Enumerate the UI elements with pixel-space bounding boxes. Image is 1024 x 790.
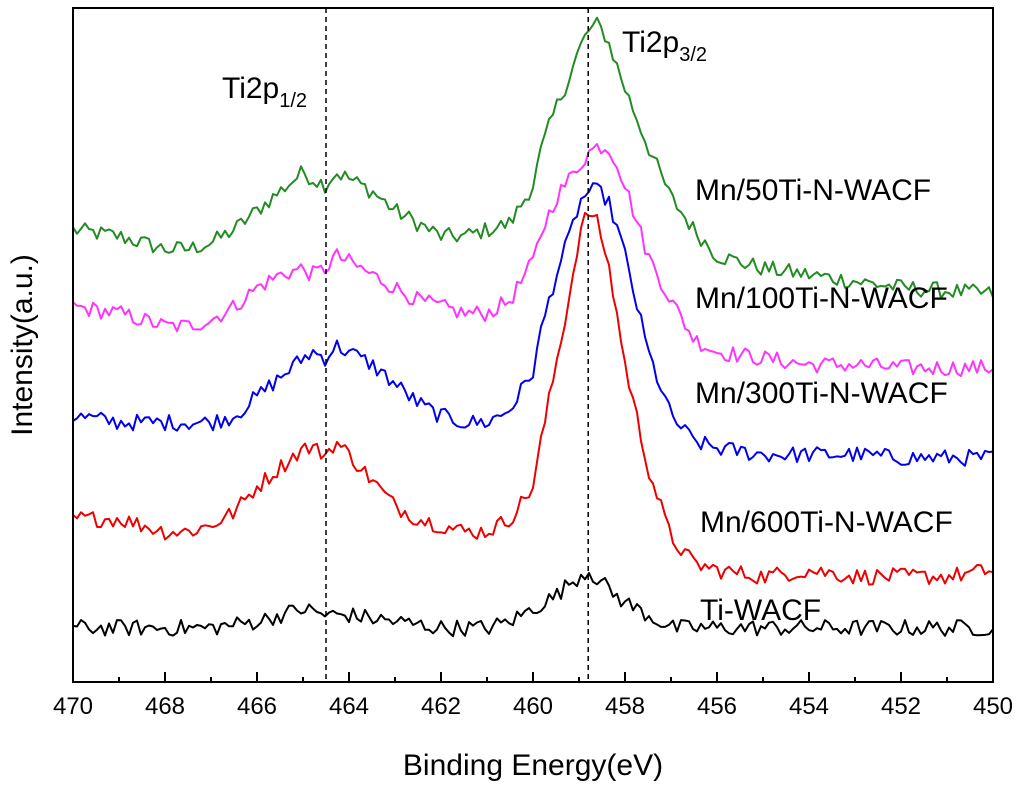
x-tick-label: 458 [605,693,645,720]
x-tick-label: 468 [145,693,185,720]
series-label-mn-50ti-n-wacf: Mn/50Ti-N-WACF [695,174,931,207]
x-tick-label: 456 [697,693,737,720]
reference-lines [325,8,589,682]
x-tick-label: 462 [421,693,461,720]
x-tick-label: 466 [237,693,277,720]
series-layer [72,16,994,638]
series-line-mn-600ti-n-wacf [72,211,994,586]
series-label-ti-wacf: Ti-WACF [700,594,821,627]
y-axis-title: Intensity(a.u.) [6,254,39,436]
plot-frame [72,7,994,683]
peak-label-1-2: Ti2p1/2 [222,72,307,112]
peak-annotations: Ti2p1/2 Ti2p3/2 [222,26,707,112]
x-axis-title: Binding Energy(eV) [403,749,663,782]
series-line-mn-100ti-n-wacf [72,143,994,378]
series-label-mn-100ti-n-wacf: Mn/100Ti-N-WACF [695,282,948,315]
x-tick-label: 450 [973,693,1013,720]
series-label-mn-600ti-n-wacf: Mn/600Ti-N-WACF [700,506,953,539]
x-tick-label: 452 [881,693,921,720]
series-label-mn-300ti-n-wacf: Mn/300Ti-N-WACF [695,377,948,410]
x-tick-label: 460 [513,693,553,720]
x-tick-label: 454 [789,693,829,720]
x-tick-label: 470 [53,693,93,720]
series-line-ti-wacf [72,572,994,638]
peak-label-3-2: Ti2p3/2 [622,26,707,66]
x-tick-label: 464 [329,693,369,720]
series-line-mn-300ti-n-wacf [72,182,994,467]
series-labels: Mn/50Ti-N-WACF Mn/100Ti-N-WACF Mn/300Ti-N-… [695,174,953,627]
series-line-mn-50ti-n-wacf [72,16,994,300]
x-axis: 470 468 466 464 462 460 458 456 454 452 450 [53,672,1013,720]
